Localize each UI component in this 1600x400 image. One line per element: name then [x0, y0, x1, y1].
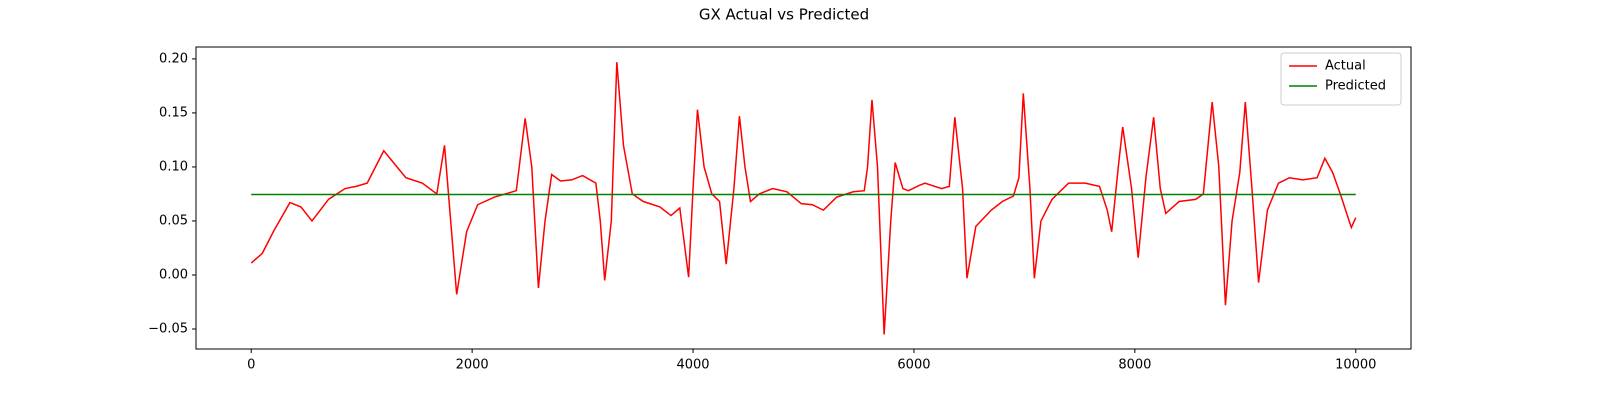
- y-tick-label: 0.20: [159, 51, 188, 66]
- legend-label: Predicted: [1325, 79, 1386, 94]
- chart-title: GX Actual vs Predicted: [699, 6, 869, 24]
- x-tick-label: 0: [247, 358, 255, 373]
- x-tick-label: 4000: [676, 358, 709, 373]
- data-line: [250, 62, 1357, 335]
- y-tick-label: 0.15: [159, 105, 188, 120]
- x-tick-label: 2000: [456, 358, 489, 373]
- x-tick-label: 8000: [1118, 358, 1151, 373]
- legend-label: Actual: [1325, 59, 1366, 74]
- y-tick-label: 0.00: [159, 267, 188, 282]
- x-tick-label: 10000: [1335, 358, 1376, 373]
- y-tick-label: 0.10: [159, 159, 188, 174]
- x-tick-label: 6000: [897, 358, 930, 373]
- y-tick-label: −0.05: [148, 322, 188, 337]
- plot-frame: [195, 46, 1412, 350]
- y-tick-label: 0.05: [159, 213, 188, 228]
